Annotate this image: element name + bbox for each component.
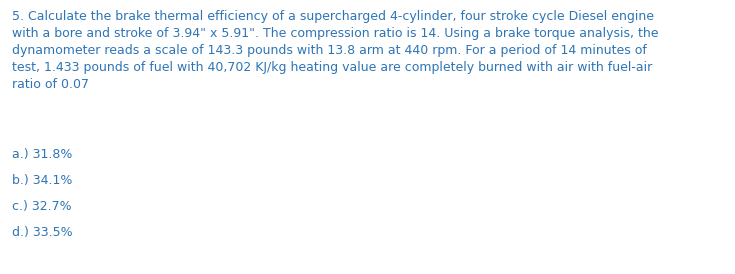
Text: d.) 33.5%: d.) 33.5% [12, 226, 73, 239]
Text: test, 1.433 pounds of fuel with 40,702 KJ/kg heating value are completely burned: test, 1.433 pounds of fuel with 40,702 K… [12, 61, 652, 74]
Text: b.) 34.1%: b.) 34.1% [12, 174, 72, 187]
Text: dynamometer reads a scale of 143.3 pounds with 13.8 arm at 440 rpm. For a period: dynamometer reads a scale of 143.3 pound… [12, 44, 647, 57]
Text: 5. Calculate the brake thermal efficiency of a supercharged 4-cylinder, four str: 5. Calculate the brake thermal efficienc… [12, 10, 654, 23]
Text: with a bore and stroke of 3.94" x 5.91". The compression ratio is 14. Using a br: with a bore and stroke of 3.94" x 5.91".… [12, 27, 659, 40]
Text: c.) 32.7%: c.) 32.7% [12, 200, 71, 213]
Text: a.) 31.8%: a.) 31.8% [12, 148, 72, 161]
Text: ratio of 0.07: ratio of 0.07 [12, 78, 89, 91]
